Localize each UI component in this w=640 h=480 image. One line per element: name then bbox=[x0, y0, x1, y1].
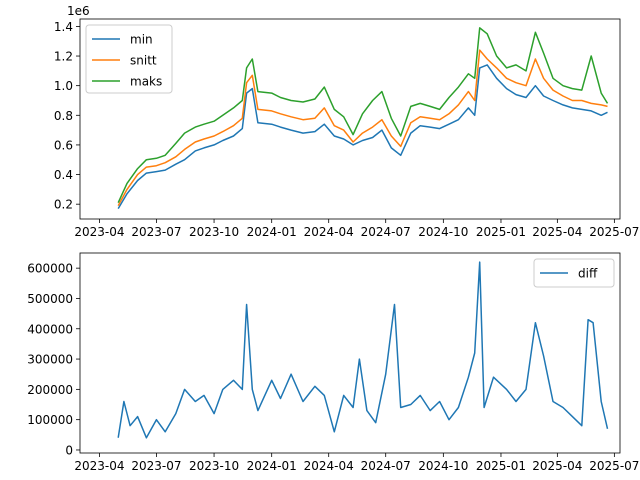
y-tick-label: 500000 bbox=[27, 292, 73, 306]
x-tick-label: 2024-07 bbox=[361, 225, 411, 239]
legend-label-snitt: snitt bbox=[130, 54, 157, 68]
legend-box bbox=[85, 24, 173, 94]
x-tick-label: 2025-01 bbox=[476, 459, 526, 473]
bottom-chart: 2023-04 2023-07 2023-10 2024-01 2024-04 2024-… bbox=[27, 252, 639, 473]
legend-label-min: min bbox=[130, 33, 153, 47]
y-tick-label: 100000 bbox=[27, 413, 73, 427]
y-tick-label: 200000 bbox=[27, 383, 73, 397]
x-tick-label: 2023-04 bbox=[74, 225, 124, 239]
legend-label-maks: maks bbox=[130, 75, 162, 89]
y-tick-label: 1.4 bbox=[54, 20, 73, 34]
legend-box bbox=[533, 258, 615, 288]
top-chart: 2023-04 2023-07 2023-10 2024-01 2024-04 2024-… bbox=[54, 4, 640, 239]
x-tick-label: 2023-07 bbox=[131, 225, 181, 239]
x-tick-label: 2024-01 bbox=[247, 459, 297, 473]
x-tick-label: 2024-10 bbox=[418, 225, 468, 239]
y-tick-label: 1.0 bbox=[54, 79, 73, 93]
y-offset-label: 1e6 bbox=[67, 4, 90, 18]
x-tick-label: 2023-07 bbox=[131, 459, 181, 473]
legend-label-diff: diff bbox=[578, 267, 598, 281]
x-tick-label: 2024-10 bbox=[418, 459, 468, 473]
y-tick-label: 600000 bbox=[27, 262, 73, 276]
y-tick-label: 0.6 bbox=[54, 138, 73, 152]
series-line-snitt bbox=[117, 49, 608, 207]
x-tick-label: 2023-10 bbox=[189, 225, 239, 239]
legend: min snitt maks bbox=[85, 24, 173, 94]
y-tick-label: 0 bbox=[65, 443, 73, 457]
legend: diff bbox=[533, 258, 615, 288]
x-tick-label: 2023-10 bbox=[189, 459, 239, 473]
x-tick-label: 2025-04 bbox=[532, 459, 582, 473]
x-tick-label: 2024-01 bbox=[247, 225, 297, 239]
x-tick-label: 2024-04 bbox=[304, 459, 354, 473]
x-tick-label: 2024-04 bbox=[304, 225, 354, 239]
y-tick-label: 0.2 bbox=[54, 198, 73, 212]
series-line-diff bbox=[117, 261, 609, 439]
y-tick-label: 0.8 bbox=[54, 109, 73, 123]
x-tick-label: 2025-07 bbox=[589, 459, 639, 473]
y-tick-label: 400000 bbox=[27, 322, 73, 336]
x-tick-label: 2025-01 bbox=[476, 225, 526, 239]
x-tick-label: 2024-07 bbox=[361, 459, 411, 473]
plot-frame bbox=[79, 18, 621, 220]
plot-frame bbox=[79, 252, 621, 454]
x-tick-label: 2025-04 bbox=[532, 225, 582, 239]
y-tick-label: 0.4 bbox=[54, 168, 73, 182]
x-tick-label: 2025-07 bbox=[589, 225, 639, 239]
series-line-min bbox=[117, 64, 608, 209]
x-tick-label: 2023-04 bbox=[74, 459, 124, 473]
y-tick-label: 1.2 bbox=[54, 50, 73, 64]
y-tick-label: 300000 bbox=[27, 353, 73, 367]
series-line-maks bbox=[117, 27, 609, 204]
